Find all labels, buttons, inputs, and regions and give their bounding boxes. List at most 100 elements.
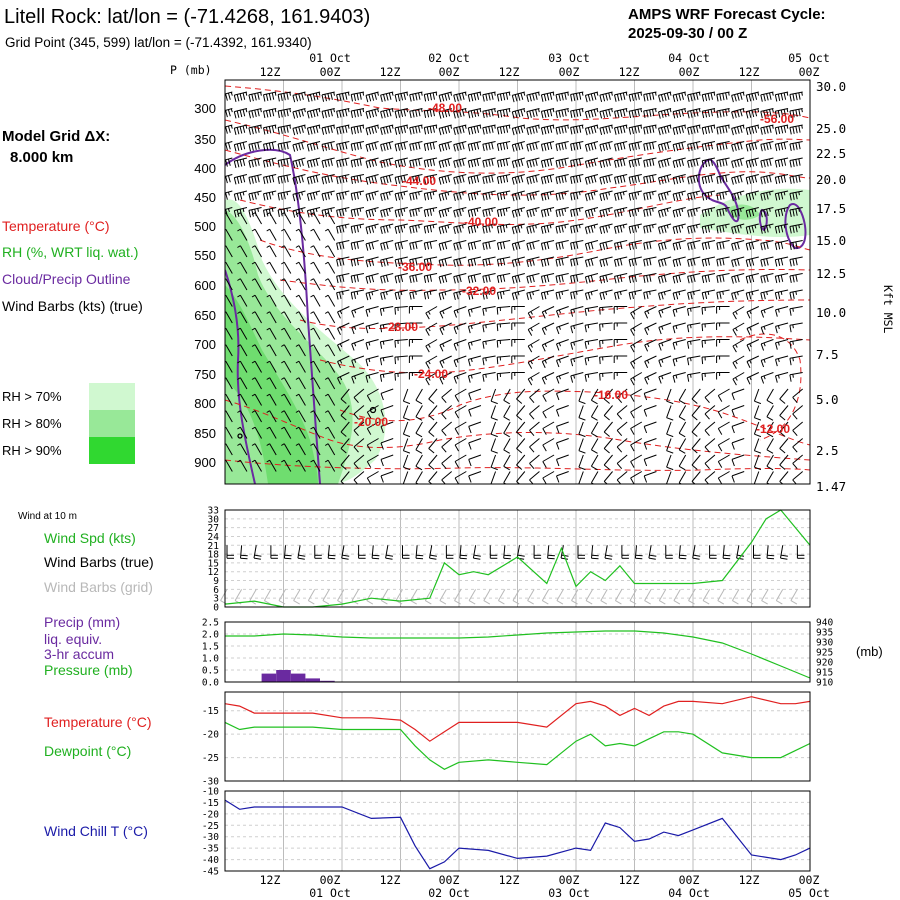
- barb-staff: [529, 438, 540, 448]
- wind-barb: [380, 108, 394, 119]
- barb-flag: [514, 127, 518, 135]
- barb-flag: [690, 357, 692, 362]
- wind-barb: [409, 157, 423, 168]
- barb-staff: [313, 311, 321, 324]
- barb-flag: [377, 125, 379, 129]
- wind-barb: [672, 256, 686, 268]
- barb-flag: [253, 557, 261, 560]
- wind-barb-true: [226, 545, 234, 559]
- barb-flag: [444, 275, 448, 283]
- barb-staff: [527, 372, 540, 380]
- barb-flag: [575, 274, 579, 282]
- barb-flag: [461, 109, 465, 117]
- barb-staff: [468, 372, 482, 377]
- barb-flag: [622, 109, 626, 117]
- barb-flag: [441, 242, 445, 250]
- barb-flag: [754, 158, 758, 166]
- wind-barb-true: [402, 545, 410, 559]
- barb-flag: [467, 375, 471, 383]
- wind-barb: [717, 471, 730, 484]
- wind-barb: [526, 289, 540, 301]
- barb-staff: [789, 355, 803, 359]
- pressure-tick: 650: [194, 308, 216, 323]
- barb-flag: [593, 175, 597, 183]
- wind-barb: [658, 223, 672, 235]
- barb-flag: [324, 160, 327, 168]
- barb-staff: [409, 273, 423, 277]
- barb-flag: [675, 374, 678, 379]
- barb-flag: [734, 176, 737, 184]
- barb-flag: [467, 144, 471, 152]
- wind-barb: [599, 355, 613, 365]
- barb-flag: [490, 433, 498, 438]
- barb-flag: [251, 294, 256, 298]
- barb-flag: [491, 92, 494, 100]
- barb-flag: [415, 482, 419, 484]
- wind-barb-true: [489, 545, 498, 559]
- barb-flag: [470, 358, 473, 363]
- barb-flag: [593, 109, 597, 117]
- barb-staff: [278, 124, 291, 128]
- wind-barb: [526, 124, 540, 136]
- legend-rh80: RH > 80%: [2, 416, 62, 431]
- barb-flag: [678, 242, 682, 250]
- barb-flag: [780, 192, 784, 200]
- wind-barb-true: [341, 545, 350, 560]
- barb-flag: [745, 111, 749, 119]
- barb-flag: [350, 143, 353, 151]
- barb-flag: [456, 209, 459, 217]
- barb-staff: [599, 141, 613, 146]
- barb-flag: [327, 175, 330, 184]
- barb-flag: [690, 193, 693, 201]
- barb-flag: [409, 243, 412, 251]
- wind-barb: [263, 91, 277, 102]
- barb-staff: [691, 471, 701, 482]
- barb-flag: [646, 343, 650, 348]
- barb-flag: [426, 110, 430, 118]
- wind-barb: [584, 339, 599, 349]
- barb-flag: [731, 426, 735, 434]
- barb-flag: [354, 326, 357, 330]
- barb-flag: [717, 477, 723, 484]
- barb-flag: [460, 554, 468, 557]
- barb-staff: [353, 388, 365, 398]
- wind-barb: [603, 388, 613, 404]
- barb-flag: [760, 127, 763, 135]
- wind-barb: [263, 108, 277, 119]
- barb-flag: [476, 191, 479, 196]
- barb-staff: [644, 471, 657, 477]
- barb-flag: [499, 291, 503, 299]
- barb-flag: [707, 258, 710, 266]
- wind-barb: [503, 438, 511, 454]
- barb-flag: [526, 94, 529, 103]
- barb-flag: [687, 160, 690, 168]
- barb-flag: [558, 359, 561, 363]
- wind-barb: [526, 273, 540, 284]
- barb-flag: [344, 92, 348, 100]
- barb-flag: [792, 397, 798, 404]
- barb-flag: [251, 327, 256, 331]
- wind-barb: [658, 355, 672, 368]
- barb-staff: [527, 589, 535, 601]
- wind-barb: [295, 426, 306, 439]
- barb-flag: [385, 291, 388, 296]
- barb-flag: [353, 242, 356, 250]
- bottom-hour-label: 12Z: [619, 873, 640, 887]
- barb-flag: [453, 111, 456, 119]
- wind-barb: [409, 289, 423, 300]
- barb-flag: [761, 600, 768, 605]
- barb-flag: [233, 193, 237, 202]
- barb-flag: [599, 111, 603, 119]
- wind-barb: [789, 157, 803, 168]
- wind-barb: [281, 245, 292, 258]
- barb-staff: [541, 174, 555, 178]
- wind-barb: [336, 157, 350, 168]
- barb-flag: [556, 442, 560, 450]
- wind-barb: [324, 294, 336, 307]
- barb-staff: [775, 273, 789, 277]
- barb-staff: [718, 388, 730, 396]
- barb-flag: [614, 177, 617, 185]
- barb-flag: [220, 128, 222, 135]
- barb-flag: [736, 275, 740, 283]
